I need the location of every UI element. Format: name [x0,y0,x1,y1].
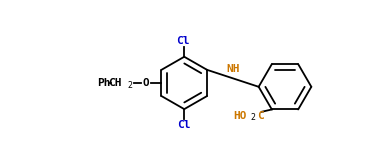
Text: Cl: Cl [176,36,189,46]
Text: 2: 2 [250,113,255,122]
Text: Ph: Ph [97,78,110,88]
Text: CH: CH [108,78,121,88]
Text: Cl: Cl [177,120,191,130]
Text: HO: HO [233,111,247,121]
Text: 2: 2 [127,81,132,90]
Text: O: O [142,78,149,88]
Text: C: C [257,111,264,121]
Text: NH: NH [226,65,240,74]
